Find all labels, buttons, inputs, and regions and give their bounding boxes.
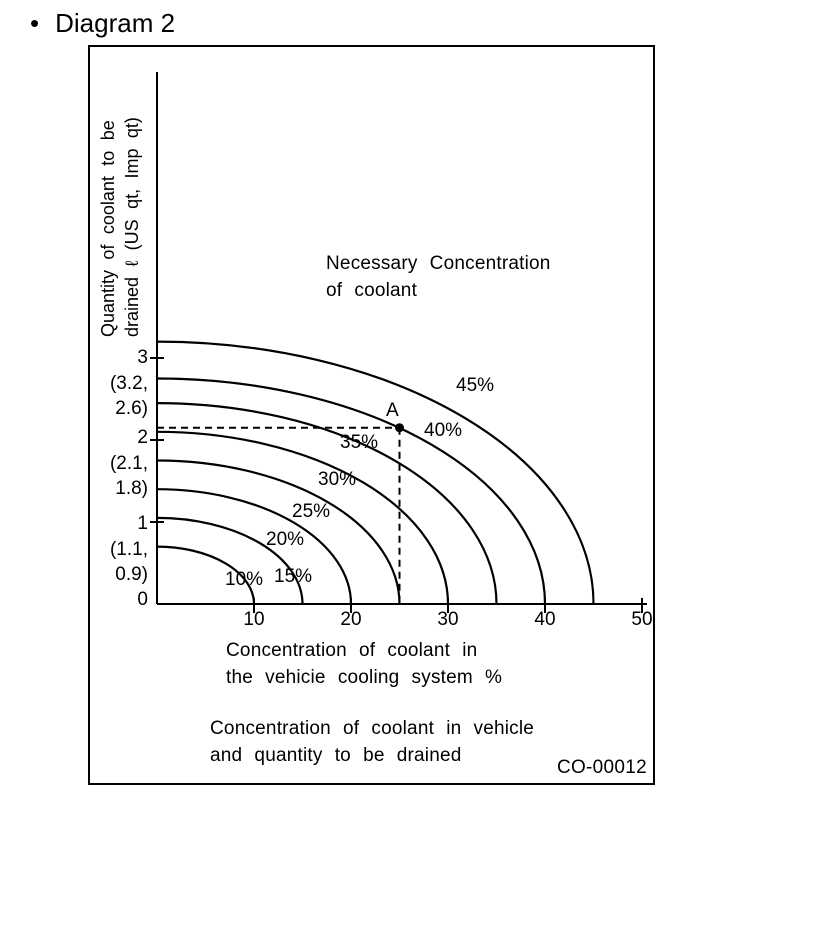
concentration-curve-25% bbox=[156, 459, 401, 605]
y-tick-1-liters: 1 bbox=[137, 513, 148, 534]
curve-label-25pct: 25% bbox=[292, 501, 331, 522]
y-tick-label-1: 1 (1.1, 0.9) bbox=[90, 511, 148, 588]
x-axis-caption-line2: the vehicie cooling system % bbox=[226, 667, 503, 688]
y-tick-2-impqt: 1.8) bbox=[115, 478, 148, 499]
annotation-line2: of coolant bbox=[326, 280, 418, 301]
y-tick-2-usqt: (2.1, bbox=[109, 452, 148, 474]
x-tick-label-30: 30 bbox=[437, 609, 459, 630]
concentration-curve-40% bbox=[156, 377, 547, 605]
y-axis-title-line2: drained ℓ (US qt, Imp qt) bbox=[122, 117, 142, 337]
bullet-marker: • bbox=[30, 8, 40, 38]
y-tick-3-impqt: 2.6) bbox=[115, 398, 148, 419]
y-tick-0-liters: 0 bbox=[137, 589, 148, 610]
coolant-drain-chart bbox=[150, 72, 647, 613]
x-tick-label-40: 40 bbox=[534, 609, 556, 630]
curve-label-40pct: 40% bbox=[424, 420, 463, 441]
diagram-title: Diagram 2 bbox=[55, 8, 176, 38]
y-tick-1-usqt: (1.1, bbox=[109, 538, 148, 560]
diagram-heading: • Diagram 2 bbox=[30, 6, 175, 40]
annotation-line1: Necessary Concentration bbox=[326, 253, 551, 274]
curve-label-35pct: 35% bbox=[340, 432, 379, 453]
curve-label-10pct: 10% bbox=[225, 569, 264, 590]
y-tick-label-2: 2 (2.1, 1.8) bbox=[90, 425, 148, 502]
y-tick-label-3: 3 (3.2, 2.6) bbox=[90, 345, 148, 422]
y-tick-1-impqt: 0.9) bbox=[115, 564, 148, 585]
concentration-curve-15% bbox=[156, 516, 304, 605]
y-axis-title-line1: Quantity of coolant to be bbox=[98, 120, 118, 337]
y-axis-title: Quantity of coolant to be drained ℓ (US … bbox=[96, 69, 144, 337]
curve-label-45pct: 45% bbox=[456, 375, 495, 396]
point-a-label: A bbox=[386, 400, 399, 421]
figure-caption-line2: and quantity to be drained bbox=[210, 745, 462, 766]
figure-caption-line1: Concentration of coolant in vehicle bbox=[210, 718, 535, 739]
point-a-marker bbox=[395, 423, 404, 433]
figure-frame: Quantity of coolant to be drained ℓ (US … bbox=[88, 45, 655, 785]
y-tick-label-0: 0 bbox=[90, 587, 148, 613]
figure-caption: Concentration of coolant in vehicle and … bbox=[210, 715, 534, 769]
figure-code: CO-00012 bbox=[556, 757, 647, 778]
curve-label-15pct: 15% bbox=[274, 566, 313, 587]
x-tick-label-10: 10 bbox=[243, 609, 265, 630]
curve-label-30pct: 30% bbox=[318, 469, 357, 490]
y-tick-2-liters: 2 bbox=[137, 427, 148, 448]
y-tick-3-liters: 3 bbox=[137, 347, 148, 368]
x-axis-caption-line1: Concentration of coolant in bbox=[226, 640, 478, 661]
annotation-necessary-concentration: Necessary Concentration of coolant bbox=[326, 250, 551, 304]
x-axis-caption: Concentration of coolant in the vehicie … bbox=[226, 637, 502, 691]
x-tick-label-50: 50 bbox=[631, 609, 653, 630]
concentration-curve-10% bbox=[156, 545, 256, 605]
concentration-curve-30% bbox=[156, 430, 450, 605]
y-axis-title-rotated: Quantity of coolant to be drained ℓ (US … bbox=[96, 69, 144, 337]
concentration-curve-35% bbox=[156, 402, 498, 605]
x-tick-label-20: 20 bbox=[340, 609, 362, 630]
y-tick-3-usqt: (3.2, bbox=[109, 372, 148, 394]
concentration-curve-45% bbox=[156, 340, 595, 605]
concentration-curve-20% bbox=[156, 488, 353, 605]
curve-label-20pct: 20% bbox=[266, 529, 305, 550]
